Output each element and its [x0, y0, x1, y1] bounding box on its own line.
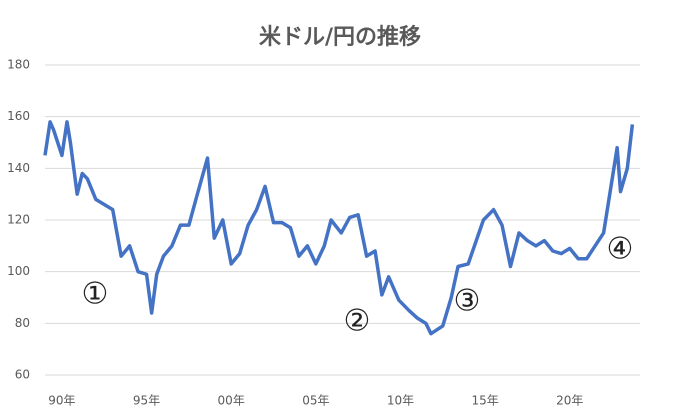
data-line — [43, 120, 635, 336]
annotation: ① — [82, 277, 109, 312]
annotation: ④ — [607, 232, 634, 267]
y-tick-label: 160 — [7, 109, 30, 123]
annotation: ② — [344, 304, 371, 339]
y-tick-label: 80 — [15, 316, 30, 330]
y-tick-label: 180 — [7, 58, 30, 72]
y-tick-label: 60 — [15, 368, 30, 382]
x-tick-label: 00年 — [218, 394, 245, 408]
annotation: ③ — [454, 284, 481, 319]
x-tick-label: 95年 — [133, 394, 160, 408]
x-tick-label: 20年 — [556, 394, 583, 408]
y-tick-label: 120 — [7, 213, 30, 227]
x-tick-label: 10年 — [387, 394, 414, 408]
y-tick-label: 140 — [7, 161, 30, 175]
x-tick-label: 15年 — [471, 394, 498, 408]
x-tick-label: 05年 — [302, 394, 329, 408]
chart-title: 米ドル/円の推移 — [259, 24, 421, 50]
x-tick-label: 90年 — [48, 394, 75, 408]
y-tick-label: 100 — [7, 264, 30, 278]
